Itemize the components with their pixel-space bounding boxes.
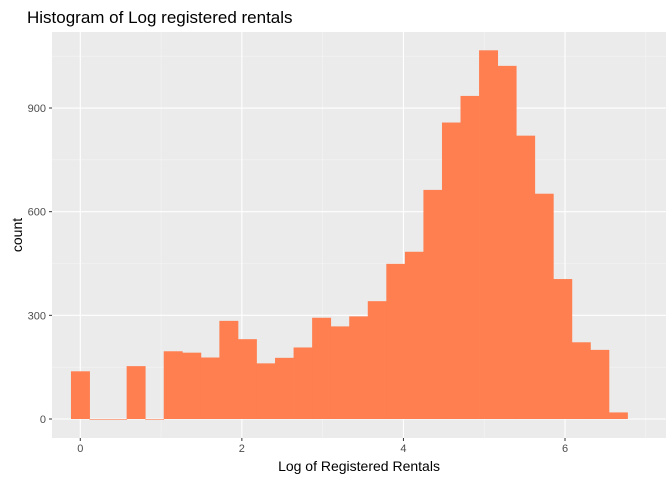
histogram-bar xyxy=(312,317,332,419)
histogram-bar xyxy=(497,65,517,419)
histogram-bars xyxy=(70,50,628,420)
histogram-bar xyxy=(571,342,591,419)
histogram-bar xyxy=(70,371,90,419)
histogram-bar xyxy=(441,122,461,419)
x-tick-label: 0 xyxy=(77,443,83,455)
histogram-bar xyxy=(108,418,128,420)
histogram-bar xyxy=(479,50,499,419)
histogram-bar xyxy=(423,189,443,419)
histogram-bar xyxy=(256,363,276,419)
x-tick-label: 4 xyxy=(400,443,406,455)
x-tick-label: 2 xyxy=(239,443,245,455)
histogram-bar xyxy=(182,352,202,419)
chart-title: Histogram of Log registered rentals xyxy=(27,8,293,27)
histogram-bar xyxy=(534,193,554,419)
histogram-bar xyxy=(460,95,480,419)
histogram-bar xyxy=(200,357,220,419)
y-tick-label: 300 xyxy=(28,310,46,322)
histogram-bar xyxy=(89,418,109,420)
y-axis-ticks: 0 300 600 900 xyxy=(28,103,52,426)
y-axis-title: count xyxy=(9,218,25,252)
histogram-bar xyxy=(386,263,406,419)
histogram-bar xyxy=(237,339,257,419)
x-axis-ticks: 0 2 4 6 xyxy=(77,438,568,455)
histogram-bar xyxy=(367,301,387,419)
histogram-bar xyxy=(330,326,350,419)
x-tick-label: 6 xyxy=(562,443,568,455)
histogram-bar xyxy=(126,366,146,419)
histogram-bar xyxy=(219,320,239,419)
histogram-bar xyxy=(349,316,369,419)
histogram-bar xyxy=(608,412,628,419)
histogram-bar xyxy=(163,351,183,419)
histogram-bar xyxy=(145,418,165,420)
histogram-bar xyxy=(275,357,294,419)
histogram-bar xyxy=(404,251,424,419)
histogram-bar xyxy=(590,349,610,419)
y-tick-label: 900 xyxy=(28,103,46,115)
histogram-bar xyxy=(516,135,536,419)
x-axis-title: Log of Registered Rentals xyxy=(278,458,440,474)
histogram-bar xyxy=(293,347,313,419)
y-tick-label: 600 xyxy=(28,207,46,219)
histogram-bar xyxy=(553,279,573,419)
y-tick-label: 0 xyxy=(40,414,46,426)
